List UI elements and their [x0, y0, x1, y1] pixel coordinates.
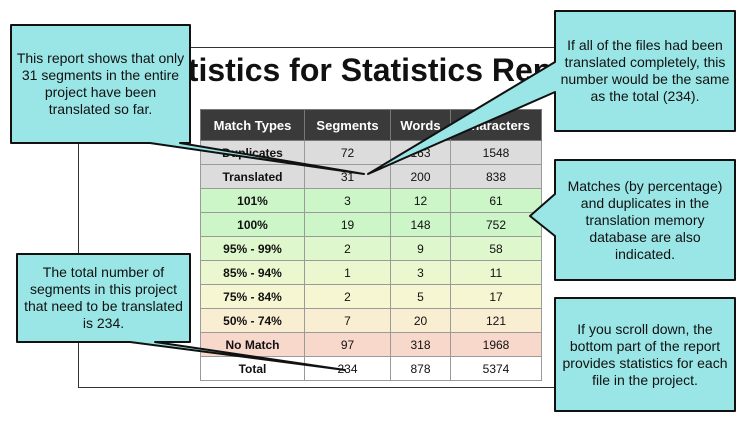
callout-total-shape: [16, 253, 346, 371]
callout-total-segments: The total number of segments in this pro…: [24, 264, 183, 331]
table-row: 101% 3 12 61: [200, 188, 542, 213]
cell-words: 200: [390, 164, 451, 189]
callout-translated-so-far: This report shows that only 31 segments …: [16, 50, 185, 117]
cell-words: 20: [390, 308, 451, 333]
cell-match-type: 50% - 74%: [200, 308, 305, 333]
cell-match-type: 95% - 99%: [200, 236, 305, 261]
header-segments: Segments: [304, 109, 391, 141]
table-row: No Match 97 318 1968: [200, 332, 542, 357]
table-row: Translated 31 200 838: [200, 164, 542, 189]
table-body: Duplicates 72 163 1548 Translated 31 200 838 101…: [200, 140, 542, 381]
table-row: 100% 19 148 752: [200, 212, 542, 237]
cell-segments: 97: [304, 332, 391, 357]
header-match-types: Match Types: [200, 109, 305, 141]
cell-segments: 1: [304, 260, 391, 285]
table-row: 75% - 84% 2 5 17: [200, 284, 542, 309]
cell-words: 318: [390, 332, 451, 357]
callout-scroll-down: If you scroll down, the bottom part of t…: [562, 320, 728, 388]
cell-words: 3: [390, 260, 451, 285]
callout-matches: Matches (by percentage) and duplicates i…: [567, 177, 723, 262]
cell-segments: 234: [304, 356, 391, 381]
cell-segments: 3: [304, 188, 391, 213]
cell-segments: 72: [304, 140, 391, 165]
cell-words: 5: [390, 284, 451, 309]
callout-scroll-shape: [554, 297, 736, 412]
cell-words: 878: [390, 356, 451, 381]
cell-words: 12: [390, 188, 451, 213]
cell-characters: 752: [450, 212, 542, 237]
table-row: Total 234 878 5374: [200, 356, 542, 381]
cell-match-type: Translated: [200, 164, 305, 189]
cell-match-type: 75% - 84%: [200, 284, 305, 309]
table-row: 50% - 74% 7 20 121: [200, 308, 542, 333]
statistics-table: Match Types Segments Words Characters Du…: [200, 109, 542, 381]
callout-matches-shape: [529, 159, 736, 281]
cell-match-type: Total: [200, 356, 305, 381]
report-title: Statistics for Statistics Report: [138, 52, 558, 88]
callout-translated-shape: [10, 24, 365, 175]
cell-match-type: 101%: [200, 188, 305, 213]
cell-words: 9: [390, 236, 451, 261]
cell-characters: 17: [450, 284, 542, 309]
cell-characters: 11: [450, 260, 542, 285]
callout-all-translated-shape: [367, 10, 736, 175]
cell-characters: 5374: [450, 356, 542, 381]
table-row: 95% - 99% 2 9 58: [200, 236, 542, 261]
cell-segments: 2: [304, 236, 391, 261]
callout-all-translated: If all of the files had been translated …: [560, 37, 730, 104]
